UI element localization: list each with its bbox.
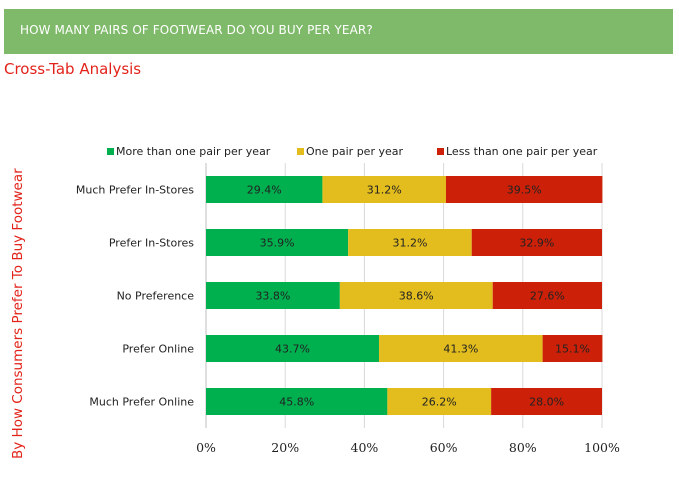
category-label: No Preference <box>117 290 195 303</box>
legend-label: One pair per year <box>306 145 403 158</box>
x-tick-label: 0% <box>196 440 216 455</box>
data-label: 29.4% <box>247 184 282 197</box>
chart-title: HOW MANY PAIRS OF FOOTWEAR DO YOU BUY PE… <box>20 23 373 37</box>
bar-segment <box>322 176 446 203</box>
data-label: 33.8% <box>255 290 290 303</box>
category-label: Prefer In-Stores <box>109 237 194 250</box>
header-banner: HOW MANY PAIRS OF FOOTWEAR DO YOU BUY PE… <box>4 9 673 54</box>
bar-segment <box>206 388 388 415</box>
data-label: 15.1% <box>555 343 590 356</box>
category-label: Much Prefer Online <box>89 396 194 409</box>
legend-swatch <box>297 148 304 155</box>
legend-swatch <box>437 148 444 155</box>
bar-segment <box>339 282 493 309</box>
data-label: 31.2% <box>367 184 402 197</box>
bar-segment <box>206 176 323 203</box>
data-label: 35.9% <box>260 237 295 250</box>
category-label: Much Prefer In-Stores <box>76 184 194 197</box>
bar-segment <box>387 388 492 415</box>
x-tick-label: 80% <box>509 440 537 455</box>
bar-segment <box>206 335 380 362</box>
x-tick-label: 100% <box>584 440 620 455</box>
x-tick-label: 20% <box>271 440 299 455</box>
data-label: 31.2% <box>392 237 427 250</box>
legend-swatch <box>107 148 114 155</box>
subtitle: Cross-Tab Analysis <box>4 60 142 78</box>
bar-segment <box>206 229 349 256</box>
data-label: 43.7% <box>275 343 310 356</box>
bar-segment <box>542 335 603 362</box>
bar-segment <box>491 388 602 415</box>
legend-label: Less than one pair per year <box>446 145 598 158</box>
bar-segment <box>348 229 472 256</box>
data-label: 26.2% <box>422 396 457 409</box>
bar-segment <box>492 282 602 309</box>
data-label: 38.6% <box>399 290 434 303</box>
category-label: Prefer Online <box>122 343 194 356</box>
bar-segment <box>471 229 602 256</box>
bar-segment <box>379 335 543 362</box>
bar-segment <box>445 176 603 203</box>
data-label: 41.3% <box>443 343 478 356</box>
data-label: 28.0% <box>529 396 564 409</box>
data-label: 39.5% <box>507 184 542 197</box>
data-label: 27.6% <box>530 290 565 303</box>
legend-label: More than one pair per year <box>116 145 271 158</box>
bar-segment <box>206 282 340 309</box>
x-tick-label: 60% <box>430 440 458 455</box>
x-tick-label: 40% <box>351 440 379 455</box>
data-label: 32.9% <box>519 237 554 250</box>
data-label: 45.8% <box>279 396 314 409</box>
